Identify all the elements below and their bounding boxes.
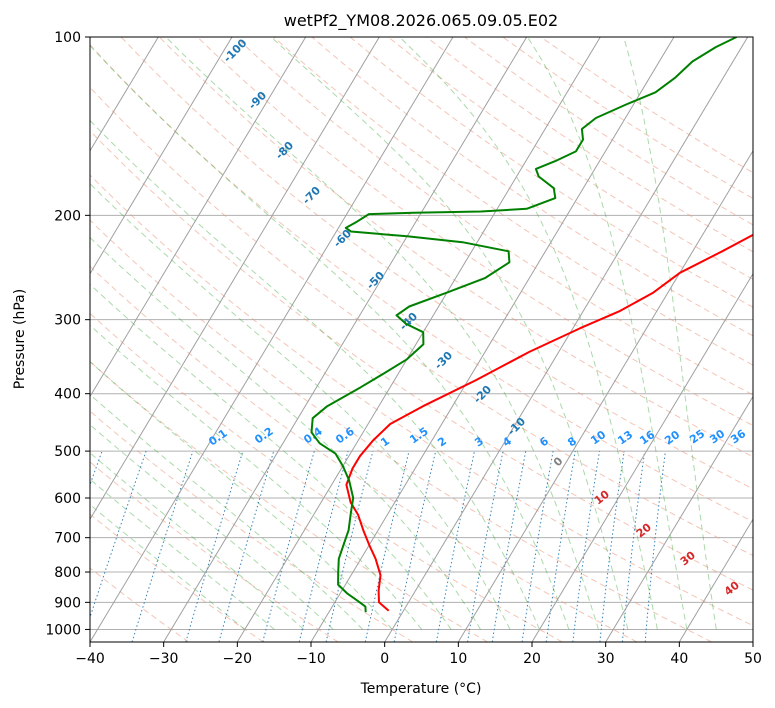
y-tick-label: 500 bbox=[54, 444, 81, 460]
y-tick-label: 1000 bbox=[45, 622, 81, 638]
mixing-ratio-line bbox=[262, 450, 315, 642]
dry-adiabat-line bbox=[90, 567, 190, 642]
plot-frame bbox=[89, 36, 754, 643]
y-tick-label: 200 bbox=[54, 208, 81, 224]
moist-adiabat-line bbox=[399, 37, 658, 630]
y-tick-label: 100 bbox=[54, 30, 81, 46]
dry-adiabat-line bbox=[90, 312, 563, 642]
dry-adiabat-line bbox=[349, 37, 753, 308]
x-tick-label: 30 bbox=[597, 651, 615, 667]
isotherm-line bbox=[531, 272, 753, 642]
isotherm-line bbox=[236, 37, 601, 642]
moist-adiabat-line bbox=[90, 393, 364, 630]
isotherm-line bbox=[163, 37, 528, 642]
temperature-profile bbox=[345, 233, 753, 612]
dry-adiabat-line bbox=[90, 360, 488, 642]
mixing-ratio-line bbox=[131, 450, 194, 642]
mixing-ratio-line bbox=[218, 450, 275, 642]
y-tick-label: 800 bbox=[54, 565, 81, 581]
dry-adiabat-line bbox=[158, 37, 753, 458]
x-tick-label: −10 bbox=[296, 651, 326, 667]
isotherm-line bbox=[90, 37, 307, 398]
mixing-ratio-line bbox=[298, 450, 349, 642]
chart-title: wetPf2_YM08.2026.065.09.05.E02 bbox=[284, 11, 558, 31]
mixing-ratio-line bbox=[185, 450, 244, 642]
moist-adiabat-line bbox=[165, 37, 599, 630]
moist-adiabat-line bbox=[90, 478, 275, 630]
moist-adiabat-line bbox=[90, 44, 570, 630]
dry-adiabat-line bbox=[197, 37, 753, 427]
mixing-ratio-line bbox=[572, 451, 600, 642]
y-tick-label: 400 bbox=[54, 387, 81, 403]
grid-lines bbox=[90, 37, 753, 630]
moist-adiabat-line bbox=[90, 119, 540, 630]
moist-adiabat-line bbox=[527, 37, 688, 630]
isotherm-line bbox=[90, 37, 233, 275]
mixing-ratio-line bbox=[621, 451, 646, 642]
x-tick-label: 0 bbox=[380, 651, 389, 667]
mixing-ratio-line bbox=[521, 451, 554, 642]
isotherm-line bbox=[90, 37, 454, 642]
isotherm-line bbox=[605, 395, 753, 642]
plot-area: 0.1 0.2 0.4 0.6 1 1.5 2 3 4 6 8 10 13 16 20 25 30 36-100-… bbox=[90, 37, 753, 642]
y-tick-label: 700 bbox=[54, 531, 81, 547]
mixing-ratio-line bbox=[599, 451, 625, 642]
x-tick-label: 20 bbox=[523, 651, 541, 667]
moist-adiabat-line bbox=[90, 424, 334, 630]
moist-adiabats bbox=[90, 37, 717, 630]
mixing-ratio-line bbox=[364, 450, 410, 642]
isotherm-line bbox=[457, 149, 753, 642]
moist-adiabat-line bbox=[90, 324, 423, 630]
x-tick-label: 40 bbox=[670, 651, 688, 667]
dry-adiabat-line bbox=[90, 219, 712, 642]
moist-adiabat-line bbox=[90, 182, 511, 630]
moist-adiabat-line bbox=[90, 452, 305, 630]
isotherm-line bbox=[384, 37, 749, 642]
y-tick-label: 900 bbox=[54, 595, 81, 611]
isotherm-line bbox=[90, 37, 380, 521]
y-tick-label: 600 bbox=[54, 491, 81, 507]
moist-adiabat-line bbox=[270, 37, 629, 630]
dry-adiabats bbox=[90, 37, 753, 642]
isotherms bbox=[90, 37, 753, 642]
dry-adiabat-line bbox=[90, 174, 753, 627]
x-tick-label: 50 bbox=[744, 651, 762, 667]
sounding-profiles bbox=[310, 37, 753, 613]
y-tick-label: 300 bbox=[54, 313, 81, 329]
x-tick-label: −30 bbox=[149, 651, 179, 667]
isotherm-line bbox=[678, 518, 753, 642]
x-axis-ticks: −40 −30 −20 −10 0 10 20 30 40 50 bbox=[75, 642, 762, 667]
moist-adiabat-line bbox=[623, 37, 717, 630]
mixing-ratio-line bbox=[545, 451, 576, 642]
moist-adiabat-line bbox=[90, 236, 482, 630]
x-tick-label: −40 bbox=[75, 651, 105, 667]
x-tick-label: 10 bbox=[449, 651, 467, 667]
y-axis-ticks: 100 200 300 400 500 600 700 800 900 1000 bbox=[45, 30, 90, 638]
x-tick-label: −20 bbox=[223, 651, 253, 667]
mixing-ratio-line bbox=[644, 451, 666, 642]
dry-adiabat-line bbox=[90, 513, 264, 642]
moist-adiabat-line bbox=[90, 283, 452, 630]
dewpoint-profile bbox=[310, 37, 738, 613]
x-axis-label: Temperature (°C) bbox=[360, 681, 482, 697]
dry-adiabat-line bbox=[90, 265, 638, 642]
dry-adiabat-line bbox=[311, 37, 753, 337]
dry-adiabat-line bbox=[120, 37, 753, 490]
mixing-ratio-line bbox=[325, 450, 374, 642]
isotherm-line bbox=[310, 37, 675, 642]
y-axis-label: Pressure (hPa) bbox=[12, 289, 28, 389]
isotherm-line bbox=[90, 37, 159, 152]
